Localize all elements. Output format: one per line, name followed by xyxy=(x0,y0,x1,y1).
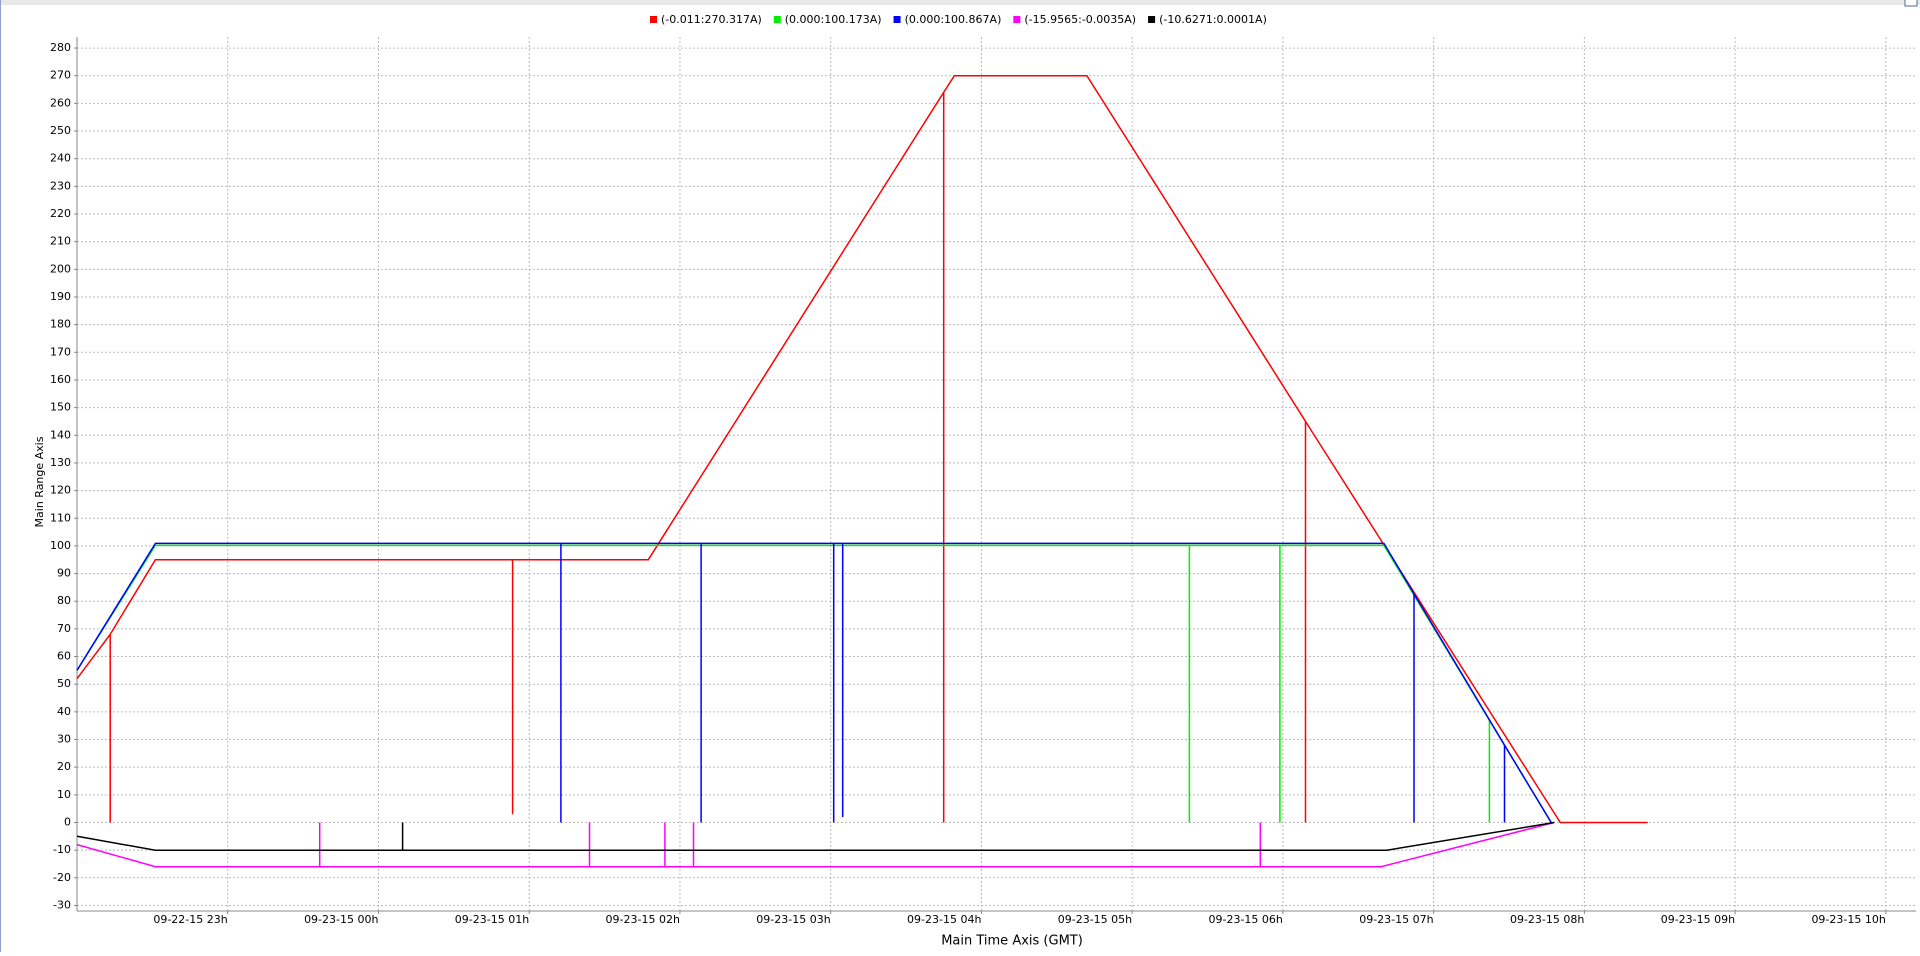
legend-label: (-10.6271:0.0001A) xyxy=(1159,13,1267,26)
x-tick-label: 09-23-15 06h xyxy=(1208,913,1282,926)
y-tick-label: 0 xyxy=(64,815,71,828)
y-tick-label: -20 xyxy=(53,871,71,884)
legend-swatch xyxy=(773,16,781,23)
legend-swatch xyxy=(1013,16,1021,23)
series-line xyxy=(76,74,1648,824)
y-tick-label: 140 xyxy=(50,428,71,441)
y-tick-label: 20 xyxy=(57,760,71,773)
x-tick-label: 09-23-15 08h xyxy=(1510,913,1584,926)
legend-label: (0.000:100.173A) xyxy=(785,13,882,26)
series-line xyxy=(76,821,1555,851)
y-tick-label: 280 xyxy=(50,41,71,54)
x-tick-label: 09-23-15 00h xyxy=(304,913,378,926)
legend-label: (-0.011:270.317A) xyxy=(661,13,762,26)
y-tick-label: 30 xyxy=(57,733,71,746)
y-tick-label: 10 xyxy=(57,788,71,801)
y-tick-label: -30 xyxy=(53,898,71,911)
top-bar xyxy=(0,0,1920,5)
y-tick-label: 220 xyxy=(50,207,71,220)
y-tick-label: 190 xyxy=(50,290,71,303)
series-line xyxy=(76,544,1552,823)
x-tick-label: 09-23-15 10h xyxy=(1811,913,1885,926)
x-tick-label: 09-23-15 03h xyxy=(756,913,830,926)
y-tick-label: 60 xyxy=(57,650,71,663)
x-tick-label: 09-23-15 05h xyxy=(1058,913,1132,926)
y-tick-label: 50 xyxy=(57,677,71,690)
y-tick-label: 40 xyxy=(57,705,71,718)
legend-swatch xyxy=(893,16,901,23)
x-axis-title: Main Time Axis (GMT) xyxy=(941,934,1083,949)
y-tick-label: -10 xyxy=(53,843,71,856)
y-tick-label: 90 xyxy=(57,567,71,580)
legend-swatch xyxy=(1148,16,1156,23)
y-tick-label: 270 xyxy=(50,69,71,82)
y-tick-label: 250 xyxy=(50,124,71,137)
y-tick-label: 240 xyxy=(50,152,71,165)
x-tick-label: 09-23-15 02h xyxy=(606,913,680,926)
y-tick-label: 110 xyxy=(50,511,71,524)
x-tick-label: 09-23-15 04h xyxy=(907,913,981,926)
y-tick-label: 260 xyxy=(50,96,71,109)
legend: (-0.011:270.317A) (0.000:100.173A) (0.000:… xyxy=(650,13,1267,26)
y-tick-label: 100 xyxy=(50,539,71,552)
x-tick-label: 09-23-15 01h xyxy=(455,913,529,926)
y-tick-label: 120 xyxy=(50,484,71,497)
series-line xyxy=(76,542,1552,823)
legend-swatch xyxy=(650,16,657,23)
x-tick-label: 09-23-15 07h xyxy=(1359,913,1433,926)
legend-label: (0.000:100.867A) xyxy=(905,13,1002,26)
y-tick-label: 130 xyxy=(50,456,71,469)
x-tick-label: 09-22-15 23h xyxy=(153,913,227,926)
y-tick-label: 210 xyxy=(50,235,71,248)
y-tick-label: 230 xyxy=(50,179,71,192)
y-tick-label: 160 xyxy=(50,373,71,386)
legend-label: (-15.9565:-0.0035A) xyxy=(1024,13,1136,26)
y-axis-title: Main Range Axis xyxy=(33,436,46,527)
y-tick-label: 150 xyxy=(50,401,71,414)
series-line xyxy=(76,821,1555,868)
y-tick-label: 180 xyxy=(50,318,71,331)
y-tick-label: 70 xyxy=(57,622,71,635)
y-tick-label: 170 xyxy=(50,345,71,358)
window-button[interactable] xyxy=(1904,0,1918,7)
y-tick-label: 80 xyxy=(57,594,71,607)
y-tick-label: 200 xyxy=(50,262,71,275)
x-tick-label: 09-23-15 09h xyxy=(1661,913,1735,926)
